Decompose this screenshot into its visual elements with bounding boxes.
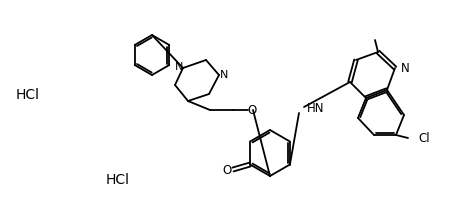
- Text: HCl: HCl: [106, 173, 130, 187]
- Text: HCl: HCl: [16, 88, 40, 102]
- Text: N: N: [175, 62, 183, 72]
- Text: Cl: Cl: [418, 133, 430, 146]
- Text: O: O: [222, 164, 232, 177]
- Text: HN: HN: [307, 102, 324, 115]
- Text: N: N: [220, 70, 228, 80]
- Text: N: N: [401, 61, 410, 74]
- Text: O: O: [248, 104, 257, 117]
